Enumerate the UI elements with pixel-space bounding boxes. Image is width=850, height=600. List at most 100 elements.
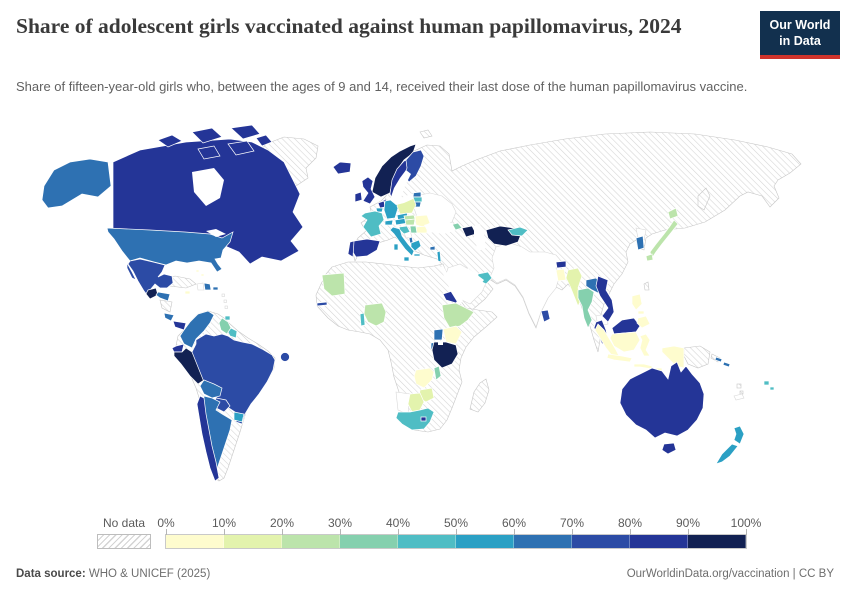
country-uruguay[interactable] — [233, 411, 245, 423]
country-trinidad[interactable] — [224, 315, 231, 321]
license-text[interactable]: OurWorldinData.org/vaccination | CC BY — [626, 568, 834, 580]
legend-bin-30-40%[interactable] — [340, 535, 398, 548]
region-baja-california[interactable] — [126, 261, 137, 281]
legend-bin-80-90%[interactable] — [630, 535, 688, 548]
country-brazil[interactable] — [191, 333, 276, 425]
country-mexico[interactable] — [127, 258, 174, 300]
country-honduras[interactable] — [155, 291, 171, 302]
legend-bin-20-30%[interactable] — [282, 535, 340, 548]
country-nicaragua[interactable] — [159, 299, 173, 313]
country-israel[interactable] — [436, 250, 442, 263]
owid-logo[interactable]: Our World in Data — [760, 11, 840, 59]
country-vanuatu[interactable] — [736, 383, 742, 389]
country-vanuatu2[interactable] — [739, 390, 744, 395]
country-canada-arctic-islands[interactable] — [157, 124, 273, 160]
legend-bin-40-50%[interactable] — [398, 535, 456, 548]
country-dominican-republic[interactable] — [203, 282, 212, 291]
country-vietnam[interactable] — [595, 275, 615, 323]
country-mauritania[interactable] — [321, 272, 346, 297]
country-bulgaria[interactable] — [415, 225, 428, 234]
island-sulawesi[interactable] — [639, 333, 651, 357]
country-solomon-islands-2[interactable] — [722, 361, 731, 368]
country-chile[interactable] — [196, 395, 220, 482]
country-fiji[interactable] — [763, 380, 770, 386]
country-malawi[interactable] — [433, 365, 442, 381]
island-puerto-rico[interactable] — [212, 286, 219, 291]
country-iceland[interactable] — [332, 161, 352, 175]
country-kyrgyzstan[interactable] — [507, 226, 529, 237]
island-atlantic-dot[interactable] — [280, 352, 290, 362]
country-panama[interactable] — [172, 320, 187, 331]
island-sicily[interactable] — [403, 256, 410, 262]
region-alaska[interactable] — [41, 158, 112, 209]
country-costa-rica[interactable] — [163, 312, 175, 322]
country-belgium[interactable] — [375, 207, 384, 213]
island-kalimantan[interactable] — [609, 331, 641, 353]
legend-bin-10-20%[interactable] — [224, 535, 282, 548]
country-ecuador[interactable] — [171, 343, 185, 353]
island-nz-south[interactable] — [715, 443, 739, 465]
country-uganda[interactable] — [433, 328, 444, 341]
island-svalbard[interactable] — [419, 129, 433, 139]
country-spain[interactable] — [350, 238, 381, 258]
country-italy[interactable] — [389, 226, 415, 257]
island-nz-north[interactable] — [733, 425, 745, 445]
island-crete[interactable] — [413, 253, 421, 257]
region-south-asia[interactable] — [489, 242, 563, 328]
country-gambia[interactable] — [316, 301, 328, 307]
island-bahamas-1[interactable] — [195, 269, 200, 273]
country-tanzania[interactable] — [431, 341, 459, 369]
country-albania[interactable] — [408, 236, 414, 244]
country-lesotho[interactable] — [420, 416, 427, 422]
country-switzerland[interactable] — [384, 219, 394, 226]
island-sakhalin[interactable] — [697, 187, 711, 211]
island-kyushu[interactable] — [645, 253, 654, 262]
island-hokkaido[interactable] — [667, 207, 679, 220]
country-france[interactable] — [360, 210, 385, 238]
island-visayas[interactable] — [637, 310, 645, 315]
country-greece[interactable] — [410, 239, 422, 252]
legend-bin-70-80%[interactable] — [572, 535, 630, 548]
country-ireland[interactable] — [354, 191, 363, 203]
country-south-korea[interactable] — [635, 235, 645, 251]
country-taiwan[interactable] — [643, 281, 650, 291]
country-colombia[interactable] — [179, 310, 215, 349]
country-zambia[interactable] — [413, 367, 435, 389]
country-guyana[interactable] — [218, 317, 232, 335]
legend-no-data[interactable]: No data — [97, 516, 151, 549]
legend-bin-50-60%[interactable] — [456, 535, 514, 548]
legend-bin-90-100%[interactable] — [688, 535, 746, 548]
island-antilles-3[interactable] — [224, 305, 228, 309]
island-luzon[interactable] — [631, 293, 643, 311]
island-sardinia[interactable] — [393, 243, 399, 251]
country-japan[interactable] — [649, 219, 679, 259]
country-sri-lanka[interactable] — [540, 309, 551, 323]
country-thailand[interactable] — [577, 287, 595, 329]
island-papua-west[interactable] — [661, 345, 685, 369]
island-java[interactable] — [606, 353, 633, 363]
country-portugal[interactable] — [347, 240, 355, 258]
country-togo[interactable] — [359, 312, 366, 327]
island-lesser-sunda-1[interactable] — [633, 363, 653, 370]
legend-no-data-swatch[interactable] — [97, 534, 151, 549]
country-uk[interactable] — [361, 176, 376, 205]
country-haiti[interactable] — [196, 282, 205, 291]
country-papua-new-guinea[interactable] — [683, 345, 711, 369]
island-tasmania[interactable] — [661, 442, 677, 455]
country-guatemala[interactable] — [145, 287, 159, 300]
country-croatia[interactable] — [398, 225, 411, 235]
island-new-caledonia[interactable] — [733, 393, 745, 401]
country-bangladesh[interactable] — [555, 268, 567, 282]
country-bhutan[interactable] — [555, 260, 567, 269]
legend-bins[interactable] — [165, 534, 747, 549]
country-solomon-islands[interactable] — [714, 356, 723, 363]
country-malaysia-borneo[interactable] — [611, 317, 641, 335]
island-bahamas-2[interactable] — [200, 273, 205, 277]
country-bolivia[interactable] — [199, 379, 223, 399]
island-mindanao[interactable] — [636, 315, 651, 329]
country-australia[interactable] — [619, 361, 705, 439]
country-madagascar[interactable] — [469, 378, 490, 413]
country-fiji-2[interactable] — [769, 386, 775, 391]
country-south-africa[interactable] — [395, 407, 435, 431]
country-nigeria[interactable] — [363, 302, 387, 327]
